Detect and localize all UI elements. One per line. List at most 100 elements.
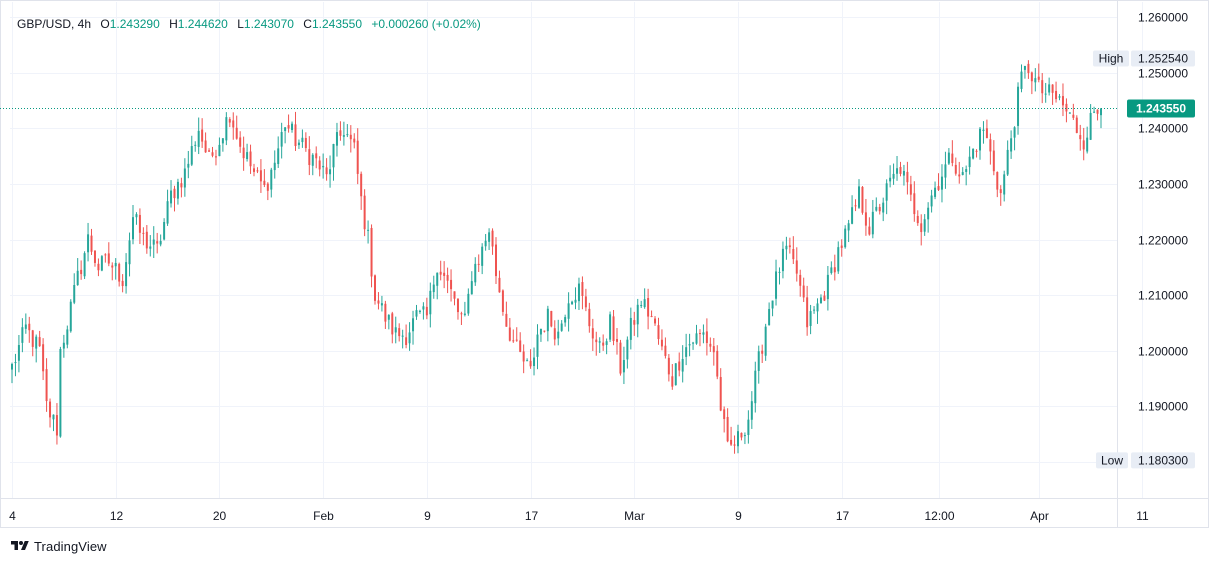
candle-body [439, 271, 442, 275]
candle [450, 269, 453, 302]
candle [1048, 77, 1051, 96]
candle-body [166, 201, 169, 224]
candle-body [802, 285, 805, 298]
candle [868, 217, 871, 236]
candle-body [253, 168, 255, 172]
candle-body [577, 283, 580, 302]
candle-body [235, 127, 238, 139]
candle-body [62, 342, 65, 349]
candle [197, 117, 200, 155]
candle-body [42, 344, 45, 372]
candle-body [695, 333, 698, 344]
candle [93, 250, 96, 267]
candle-body [1020, 71, 1023, 89]
candle-body [529, 360, 532, 367]
candle-body [315, 153, 318, 159]
candle-body [394, 327, 397, 333]
candle [80, 260, 83, 280]
candle [1013, 126, 1016, 151]
candle-body [38, 337, 41, 347]
candle-body [125, 262, 128, 287]
candle-body [940, 176, 943, 190]
candle [992, 140, 995, 176]
candle [705, 318, 708, 356]
candle-body [104, 254, 107, 256]
candle-body [1034, 78, 1037, 83]
candle-body [80, 269, 83, 275]
candle-body [851, 207, 854, 224]
candle [201, 118, 204, 148]
candle-body [643, 299, 646, 308]
candle-body [712, 346, 715, 353]
candle-body [149, 246, 152, 249]
price-axis[interactable]: 1.260000 1.250000 1.240000 1.230000 1.220000… [1138, 11, 1188, 470]
candle-body [605, 341, 608, 345]
candle [761, 344, 764, 364]
candle [515, 327, 518, 342]
candle-body [1003, 174, 1006, 195]
candle-body [495, 244, 497, 277]
candle-body [505, 313, 508, 327]
low-value-legend: 1.243070 [244, 17, 294, 31]
candle-body [1048, 84, 1051, 93]
candle-body [391, 313, 394, 335]
candle [249, 144, 252, 174]
candle [159, 234, 162, 247]
candle [55, 403, 58, 445]
candle-body [73, 285, 76, 303]
candle [726, 408, 729, 443]
candle [833, 254, 836, 281]
candle-body [55, 415, 58, 436]
candle [425, 297, 428, 320]
candle [190, 135, 193, 167]
candle [176, 178, 179, 205]
candle [619, 339, 622, 376]
candle-body [522, 351, 525, 362]
candle [674, 363, 677, 386]
time-axis[interactable]: 4 12 20 Feb 9 17 Mar 9 17 12:00 Apr 11 [9, 509, 1149, 523]
candle [685, 333, 688, 366]
candle [864, 198, 867, 236]
candle-body [799, 274, 802, 286]
candle-body [830, 267, 833, 274]
candle [1017, 82, 1020, 135]
candle [501, 289, 504, 316]
candle [17, 334, 20, 373]
candle-body [297, 142, 300, 146]
candle-body [387, 314, 390, 320]
candle-body [968, 156, 971, 168]
candle-body [1089, 112, 1092, 140]
candle-body [1037, 76, 1040, 80]
candle-body [688, 344, 691, 346]
candle [170, 180, 173, 208]
x-tick-label: 17 [836, 509, 850, 523]
tradingview-brand[interactable]: TradingView [10, 537, 107, 555]
candle [214, 149, 217, 166]
candle-body [972, 148, 975, 159]
candle [1003, 170, 1006, 202]
candle-body [218, 144, 221, 157]
candle-body [858, 186, 860, 208]
candle-body [256, 170, 259, 172]
candle-body [519, 340, 522, 352]
candle [581, 276, 584, 310]
candle [491, 228, 494, 255]
last-price-badge: 1.243550 [1127, 99, 1195, 118]
candle [100, 255, 103, 272]
candle [360, 171, 363, 210]
candle [211, 146, 214, 158]
candlestick-series[interactable] [11, 60, 1102, 454]
high-value-legend: 1.244620 [178, 17, 228, 31]
candle [1030, 71, 1033, 95]
candle-body [405, 337, 408, 345]
candle-body [156, 241, 159, 244]
candle [958, 161, 961, 184]
candle [145, 225, 148, 254]
x-tick-label: Mar [624, 509, 645, 523]
candle [723, 406, 726, 433]
candle [892, 163, 895, 185]
candle-body [456, 298, 459, 313]
candle-body [567, 303, 570, 319]
candle [629, 307, 632, 350]
